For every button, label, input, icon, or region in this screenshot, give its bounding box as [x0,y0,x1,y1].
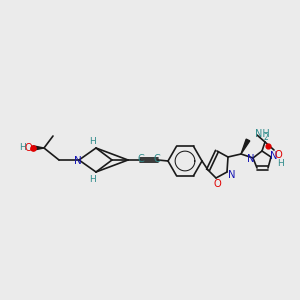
Text: H: H [88,136,95,146]
Text: NH: NH [255,129,270,139]
Polygon shape [33,146,44,150]
Text: N: N [74,156,82,166]
Text: H: H [277,158,284,167]
Text: N: N [270,151,278,161]
Text: H: H [19,142,26,152]
Text: N: N [228,170,236,180]
Text: 2: 2 [264,133,269,142]
Text: O: O [213,179,221,189]
Text: C: C [138,154,144,164]
Text: O: O [274,150,282,160]
Text: C: C [154,154,160,164]
Text: H: H [88,175,95,184]
Text: O: O [24,143,32,153]
Polygon shape [241,139,250,154]
Text: N: N [247,154,255,164]
